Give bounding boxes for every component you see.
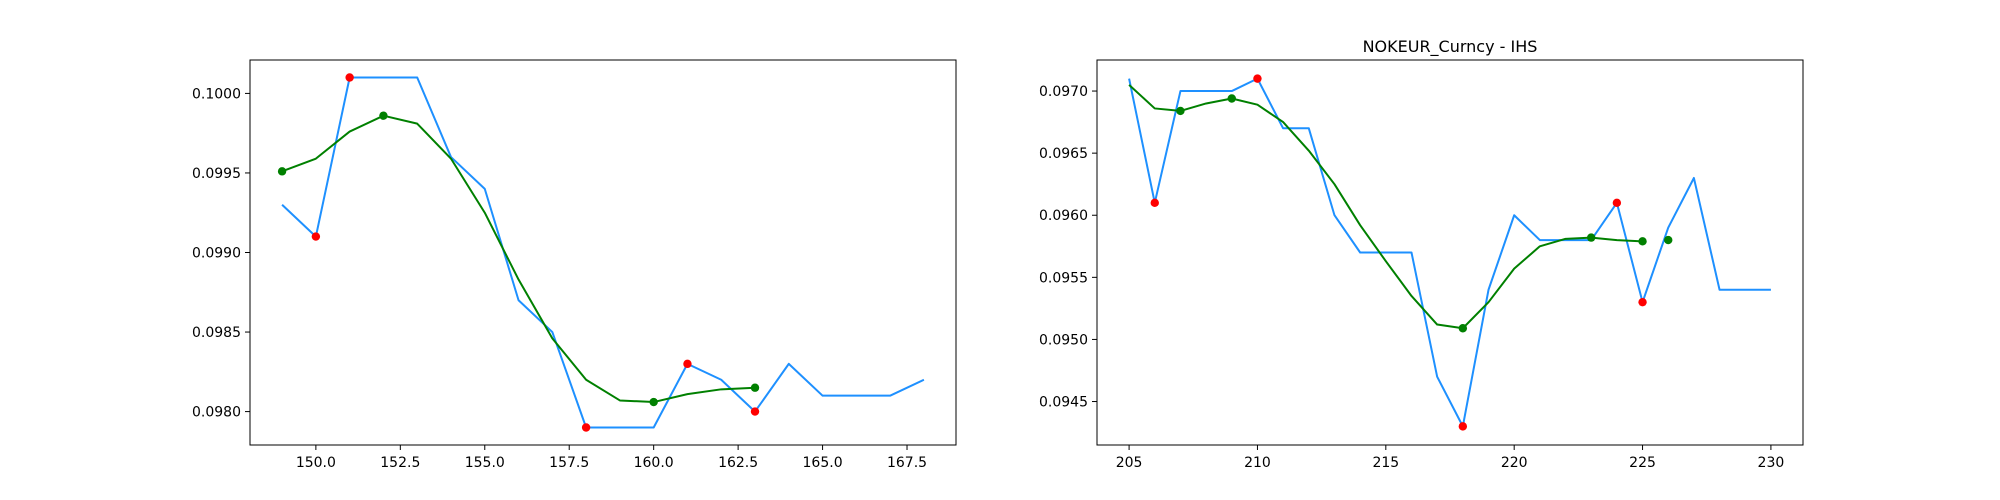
scatter-point-left-2-1 bbox=[345, 73, 354, 82]
x-tick-label-right-5: 230 bbox=[1758, 455, 1785, 471]
scatter-point-right-3-5 bbox=[1664, 235, 1673, 245]
y-tick-label-left-4: 0.1000 bbox=[192, 86, 241, 102]
x-tick-label-left-3: 157.5 bbox=[549, 455, 589, 471]
scatter-point-right-3-1 bbox=[1227, 94, 1236, 103]
scatter-point-left-2-4 bbox=[750, 407, 760, 416]
x-tick-label-left-7: 167.5 bbox=[887, 455, 927, 471]
y-tick-label-left-2: 0.0990 bbox=[192, 246, 241, 262]
x-tick-label-left-6: 165.0 bbox=[803, 455, 843, 471]
scatter-point-right-2-0 bbox=[1150, 198, 1159, 208]
scatter-point-right-2-2 bbox=[1458, 422, 1468, 431]
scatter-point-left-2-0 bbox=[311, 232, 321, 241]
scatter-point-left-2-3 bbox=[683, 359, 692, 369]
y-tick-label-right-5: 0.0970 bbox=[1039, 84, 1088, 100]
x-tick-label-right-3: 220 bbox=[1501, 455, 1528, 471]
scatter-point-right-3-3 bbox=[1587, 233, 1596, 242]
scatter-point-left-3-3 bbox=[750, 383, 760, 392]
scatter-point-right-2-1 bbox=[1253, 74, 1262, 83]
scatter-point-left-2-2 bbox=[581, 423, 591, 432]
series-line-right-1 bbox=[1128, 84, 1643, 330]
scatter-point-right-2-3 bbox=[1612, 198, 1622, 208]
axes-frame-right bbox=[1096, 59, 1804, 446]
scatter-point-right-3-4 bbox=[1638, 237, 1647, 246]
x-tick-label-right-2: 215 bbox=[1372, 455, 1399, 471]
scatter-point-left-3-2 bbox=[649, 397, 658, 407]
scatter-point-left-3-1 bbox=[379, 111, 388, 120]
scatter-point-right-2-4 bbox=[1638, 297, 1647, 307]
x-tick-label-right-0: 205 bbox=[1116, 455, 1143, 471]
plot-area-left bbox=[250, 60, 956, 445]
y-tick-label-right-2: 0.0955 bbox=[1039, 270, 1088, 286]
y-tick-label-left-0: 0.0980 bbox=[192, 405, 241, 421]
x-tick-label-left-5: 162.5 bbox=[718, 455, 758, 471]
scatter-point-left-3-0 bbox=[277, 167, 287, 176]
chart-right: 205 210 215 220 225 230 0.0945 0.0950 0.0955 0.09… bbox=[1039, 37, 1804, 471]
y-tick-label-left-1: 0.0985 bbox=[192, 325, 241, 341]
y-tick-label-left-3: 0.0995 bbox=[192, 166, 241, 182]
scatter-point-right-3-2 bbox=[1458, 324, 1468, 333]
x-tick-label-left-2: 155.0 bbox=[465, 455, 505, 471]
series-line-left-0 bbox=[281, 76, 925, 429]
y-tick-label-right-0: 0.0945 bbox=[1039, 395, 1088, 411]
x-tick-label-left-4: 160.0 bbox=[634, 455, 674, 471]
x-tick-label-right-1: 210 bbox=[1244, 455, 1271, 471]
y-tick-label-right-1: 0.0950 bbox=[1039, 332, 1088, 348]
chart-left: 150.0 152.5 155.0 157.5 160.0 162.5 165.0 167.5… bbox=[192, 59, 957, 471]
x-tick-label-left-1: 152.5 bbox=[380, 455, 420, 471]
series-line-right-0 bbox=[1128, 77, 1771, 428]
plot-area-right bbox=[1097, 60, 1803, 445]
series-line-left-1 bbox=[281, 114, 756, 404]
x-tick-label-right-4: 225 bbox=[1629, 455, 1656, 471]
y-tick-label-right-4: 0.0965 bbox=[1039, 146, 1088, 162]
scatter-point-right-3-0 bbox=[1176, 106, 1185, 116]
y-tick-label-right-3: 0.0960 bbox=[1039, 208, 1088, 224]
chart-right-title: NOKEUR_Curncy - IHS bbox=[1363, 37, 1538, 57]
x-tick-label-left-0: 150.0 bbox=[296, 455, 336, 471]
